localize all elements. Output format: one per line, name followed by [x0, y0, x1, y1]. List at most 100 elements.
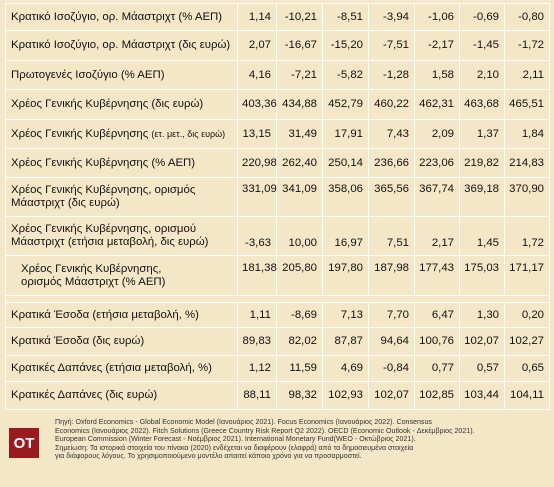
- table-cell: 98,32: [276, 381, 323, 410]
- table-cell: 1,11: [237, 302, 277, 328]
- table-cell: -2,17: [414, 30, 460, 61]
- table-cell: 452,79: [322, 89, 369, 120]
- table-cell: 175,03: [459, 255, 505, 296]
- row-label: Χρέος Γενικής Κυβέρνησης, ορισμού Μάαστρι…: [5, 216, 238, 256]
- table-cell: 1,84: [504, 119, 550, 149]
- row-label: Χρέος Γενικής Κυβέρνησης (% ΑΕΠ): [5, 148, 238, 178]
- table-cell: -15,20: [322, 30, 369, 61]
- table-row: Χρέος Γενικής Κυβέρνησης, ορισμός Μάαστρι…: [5, 255, 550, 296]
- table-cell: -3,94: [368, 3, 415, 31]
- table-cell: 7,13: [322, 302, 369, 328]
- table-cell: 102,07: [368, 381, 415, 410]
- row-label-line: Χρέος Γενικής Κυβέρνησης, ορισμός: [11, 184, 196, 196]
- table-row: Χρέος Γενικής Κυβέρνησης, ορισμός Μάαστρι…: [5, 177, 550, 217]
- table-cell: 331,09: [237, 177, 277, 217]
- table-separator: [5, 295, 550, 303]
- table-cell: 4,16: [237, 60, 277, 90]
- table-cell: 463,68: [459, 89, 505, 120]
- table-cell: 365,56: [368, 177, 415, 217]
- row-label: Πρωτογενές Ισοζύγιο (% ΑΕΠ): [5, 60, 238, 90]
- ot-logo: OT: [9, 428, 39, 458]
- table-cell: 31,49: [276, 119, 323, 149]
- table-cell: 358,06: [322, 177, 369, 217]
- table-cell: 11,59: [276, 355, 323, 382]
- table-cell: 197,80: [322, 255, 369, 296]
- table-cell: 7,43: [368, 119, 415, 149]
- table-cell: 465,51: [504, 89, 550, 120]
- row-label: Χρέος Γενικής Κυβέρνησης (ετ. μετ., δις …: [5, 119, 238, 149]
- table-row: Κρατικά Έσοδα (ετήσια μεταβολή, %) 1,11 …: [5, 302, 550, 328]
- table-cell: 0,65: [504, 355, 550, 382]
- table-cell: 102,07: [459, 327, 505, 356]
- table-cell: 262,40: [276, 148, 323, 178]
- table-row: Κρατικό Ισοζύγιο, ορ. Μάαστριχτ (% ΑΕΠ) …: [5, 3, 550, 31]
- table-cell: 104,11: [504, 381, 550, 410]
- row-label: Κρατικό Ισοζύγιο, ορ. Μάαστριχτ (δις ευρ…: [5, 30, 238, 61]
- table-cell: -10,21: [276, 3, 323, 31]
- table-cell: -8,51: [322, 3, 369, 31]
- table-row: Χρέος Γενικής Κυβέρνησης, ορισμού Μάαστρι…: [5, 216, 550, 256]
- table-cell: 7,70: [368, 302, 415, 328]
- table-cell: 341,09: [276, 177, 323, 217]
- table-cell: 94,64: [368, 327, 415, 356]
- table-cell: 2,11: [504, 60, 550, 90]
- table-cell: 223,06: [414, 148, 460, 178]
- note-line: Σημείωση: Τα ιστορικά στοιχεία του πίνακ…: [55, 443, 414, 452]
- table-row: Κρατικές Δαπάνες (ετήσια μεταβολή, %) 1,…: [5, 355, 550, 382]
- table-cell: 103,44: [459, 381, 505, 410]
- table-cell: -7,21: [276, 60, 323, 90]
- table-cell: -1,06: [414, 3, 460, 31]
- table-cell: 205,80: [276, 255, 323, 296]
- note-line: για διάφορους λόγους. Το χρησιμοποιούμεν…: [55, 452, 362, 461]
- table-cell: 7,51: [368, 216, 415, 256]
- note-line: European Commission (Winter Forecast - Ν…: [55, 435, 416, 444]
- row-label-line: Μάαστριχτ (ετήσια μεταβολή, δις ευρώ): [11, 236, 209, 248]
- table-cell: 187,98: [368, 255, 415, 296]
- table-row: Χρέος Γενικής Κυβέρνησης (% ΑΕΠ) 220,98 …: [5, 148, 550, 178]
- table-cell: 87,87: [322, 327, 369, 356]
- table-cell: -0,80: [504, 3, 550, 31]
- table-cell: 82,02: [276, 327, 323, 356]
- table-cell: 214,83: [504, 148, 550, 178]
- table-cell: 462,31: [414, 89, 460, 120]
- table-cell: -5,82: [322, 60, 369, 90]
- table-cell: -3,63: [237, 216, 277, 256]
- table-cell: 370,90: [504, 177, 550, 217]
- table-cell: 2,07: [237, 30, 277, 61]
- table-cell: -1,28: [368, 60, 415, 90]
- table-cell: 460,22: [368, 89, 415, 120]
- table-cell: 88,11: [237, 381, 277, 410]
- table-row: Πρωτογενές Ισοζύγιο (% ΑΕΠ) 4,16 -7,21 -…: [5, 60, 550, 90]
- table-cell: -1,72: [504, 30, 550, 61]
- row-label: Κρατικό Ισοζύγιο, ορ. Μάαστριχτ (% ΑΕΠ): [5, 3, 238, 31]
- row-label-line: Χρέος Γενικής Κυβέρνησης, ορισμού: [11, 223, 197, 235]
- table-cell: -0,69: [459, 3, 505, 31]
- table-row: Κρατικό Ισοζύγιο, ορ. Μάαστριχτ (δις ευρ…: [5, 30, 550, 61]
- table-cell: 1,72: [504, 216, 550, 256]
- table-cell: 1,30: [459, 302, 505, 328]
- source-notes: Πηγή: Oxford Economics - Global Economic…: [55, 418, 547, 461]
- table-cell: -1,45: [459, 30, 505, 61]
- table-row: Χρέος Γενικής Κυβέρνησης (δις ευρώ) 403,…: [5, 89, 550, 120]
- table-cell: 1,37: [459, 119, 505, 149]
- table-cell: 2,09: [414, 119, 460, 149]
- table-cell: 6,47: [414, 302, 460, 328]
- table-row: Χρέος Γενικής Κυβέρνησης (ετ. μετ., δις …: [5, 119, 550, 149]
- table-cell: 181,38: [237, 255, 277, 296]
- table-cell: -7,51: [368, 30, 415, 61]
- table-cell: -0,84: [368, 355, 415, 382]
- table-cell: 102,85: [414, 381, 460, 410]
- table-cell: 89,83: [237, 327, 277, 356]
- table-cell: 367,74: [414, 177, 460, 217]
- table-cell: 10,00: [276, 216, 323, 256]
- table-cell: 1,45: [459, 216, 505, 256]
- table-cell: 100,76: [414, 327, 460, 356]
- row-label: Χρέος Γενικής Κυβέρνησης, ορισμός Μάαστρι…: [5, 177, 238, 217]
- table-cell: 1,12: [237, 355, 277, 382]
- table-cell: 0,77: [414, 355, 460, 382]
- row-label: Κρατικά Έσοδα (δις ευρώ): [5, 327, 238, 356]
- row-label: Κρατικές Δαπάνες (ετήσια μεταβολή, %): [5, 355, 238, 382]
- note-line: Πηγή: Oxford Economics - Global Economic…: [55, 418, 432, 426]
- fiscal-data-table: Κρατικό Ισοζύγιο, ορ. Μάαστριχτ (% ΑΕΠ) …: [5, 3, 550, 410]
- table-cell: 0,20: [504, 302, 550, 328]
